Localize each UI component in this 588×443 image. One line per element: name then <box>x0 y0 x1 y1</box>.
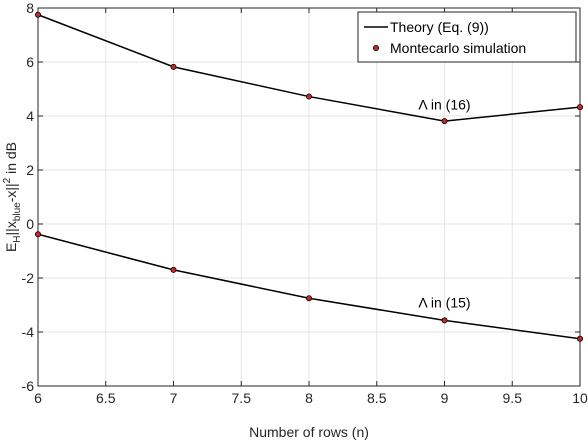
series-1-point <box>577 104 584 111</box>
x-tick-label: 10 <box>572 390 588 406</box>
y-tick-label: 4 <box>26 108 34 124</box>
series-1-point <box>305 93 312 100</box>
y-label-suffix: -x|| <box>3 183 19 202</box>
series-2-point <box>170 266 177 273</box>
annotations: Λ in (16) Λ in (15) <box>418 96 470 310</box>
series-2-point <box>577 335 584 342</box>
legend-box <box>357 11 577 63</box>
x-tick-label: 7.5 <box>232 390 252 406</box>
x-tick-label: 9.5 <box>503 390 523 406</box>
y-tick-label: 8 <box>26 0 34 16</box>
y-tick-label: -2 <box>22 270 35 286</box>
x-tick-label: 7 <box>170 390 178 406</box>
y-label-sup: 2 <box>2 177 13 183</box>
legend-line-label: Theory (Eq. (9)) <box>390 19 489 35</box>
series-1-point <box>170 63 177 70</box>
series-1-point <box>35 11 42 18</box>
x-tick-label: 9 <box>441 390 449 406</box>
y-tick-label: 6 <box>26 54 34 70</box>
axis-ticks: 6 6.5 7 7.5 8 8.5 9 9.5 10 -6 -4 -2 0 2 4 6 8 <box>22 0 588 406</box>
y-tick-label: 0 <box>26 216 34 232</box>
grid-lines <box>37 7 581 387</box>
y-tick-label: -6 <box>22 378 35 394</box>
series-2-point <box>441 317 448 324</box>
y-tick-label: -4 <box>22 324 35 340</box>
legend-marker-label: Montecarlo simulation <box>390 40 526 56</box>
series-1-annotation: Λ in (16) <box>418 96 470 112</box>
legend-marker-sample <box>372 45 379 52</box>
y-axis-label: EH||xblue-x||2 in dB <box>2 142 23 252</box>
series-2-annotation: Λ in (15) <box>418 295 470 311</box>
y-label-mid-sub: blue <box>12 202 23 221</box>
legend: Theory (Eq. (9)) Montecarlo simulation <box>357 11 577 63</box>
x-tick-label: 6 <box>34 390 42 406</box>
x-tick-label: 8 <box>305 390 313 406</box>
y-label-mid: ||x <box>3 221 19 235</box>
series-2-point <box>35 231 42 238</box>
data-series <box>35 11 584 342</box>
y-label-prefix: E <box>3 243 19 252</box>
x-tick-label: 8.5 <box>367 390 387 406</box>
y-label-prefix-sub: H <box>12 235 23 242</box>
y-label-tail: in dB <box>3 142 19 178</box>
x-axis-label: Number of rows (n) <box>249 424 369 440</box>
x-tick-label: 6.5 <box>96 390 116 406</box>
series-1-point <box>441 118 448 125</box>
series-2-point <box>305 295 312 302</box>
y-tick-label: 2 <box>26 162 34 178</box>
